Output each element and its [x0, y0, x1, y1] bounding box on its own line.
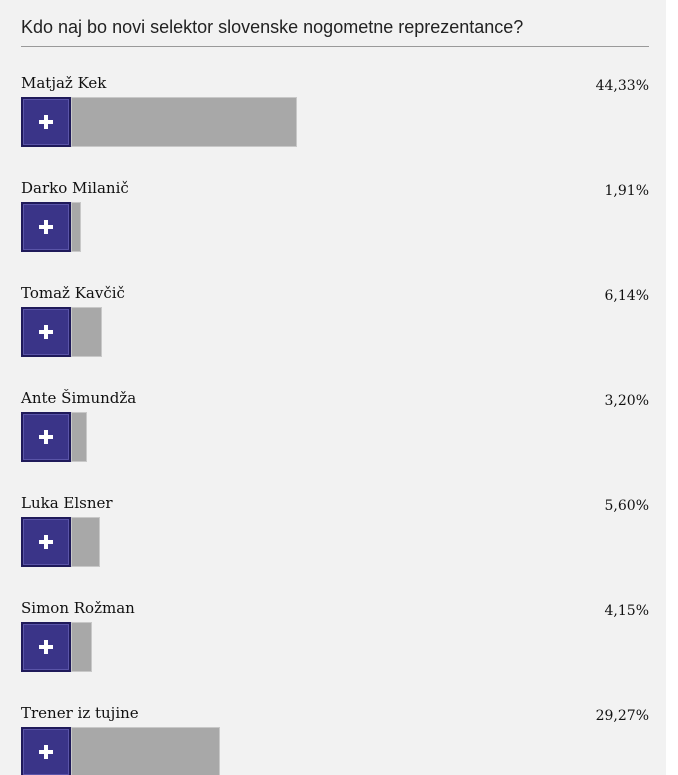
option-percent: 29,27%	[595, 708, 649, 724]
result-bar	[71, 202, 81, 252]
poll-option: Simon Rožman 4,15%	[21, 598, 649, 703]
poll-option: Matjaž Kek 44,33%	[21, 73, 649, 178]
plus-icon	[39, 325, 53, 339]
option-percent: 6,14%	[604, 288, 649, 304]
vote-button[interactable]	[21, 622, 71, 672]
option-percent: 5,60%	[604, 498, 649, 514]
option-label: Simon Rožman	[21, 599, 135, 617]
plus-icon	[39, 535, 53, 549]
vote-button[interactable]	[21, 412, 71, 462]
poll-question: Kdo naj bo novi selektor slovenske nogom…	[21, 17, 524, 37]
plus-icon	[39, 115, 53, 129]
option-percent: 3,20%	[604, 393, 649, 409]
option-percent: 4,15%	[604, 603, 649, 619]
option-percent: 1,91%	[604, 183, 649, 199]
result-bar	[71, 727, 220, 775]
poll-option: Trener iz tujine 29,27%	[21, 703, 649, 775]
vote-button[interactable]	[21, 202, 71, 252]
vote-button[interactable]	[21, 307, 71, 357]
option-label: Trener iz tujine	[21, 704, 139, 722]
option-label: Tomaž Kavčič	[21, 284, 125, 302]
result-bar	[71, 307, 102, 357]
vote-button[interactable]	[21, 97, 71, 147]
poll-option: Darko Milanič 1,91%	[21, 178, 649, 283]
option-label: Ante Šimundža	[21, 389, 137, 407]
plus-icon	[39, 640, 53, 654]
option-percent: 44,33%	[595, 78, 649, 94]
result-bar	[71, 622, 92, 672]
result-bar	[71, 517, 100, 567]
plus-icon	[39, 220, 53, 234]
result-bar	[71, 97, 297, 147]
option-label: Luka Elsner	[21, 494, 113, 512]
poll-option: Tomaž Kavčič 6,14%	[21, 283, 649, 388]
divider	[21, 46, 649, 47]
vote-button[interactable]	[21, 727, 71, 775]
plus-icon	[39, 745, 53, 759]
poll-option: Ante Šimundža 3,20%	[21, 388, 649, 493]
option-label: Darko Milanič	[21, 179, 129, 197]
poll-option: Luka Elsner 5,60%	[21, 493, 649, 598]
vote-button[interactable]	[21, 517, 71, 567]
option-label: Matjaž Kek	[21, 74, 107, 92]
result-bar	[71, 412, 87, 462]
plus-icon	[39, 430, 53, 444]
